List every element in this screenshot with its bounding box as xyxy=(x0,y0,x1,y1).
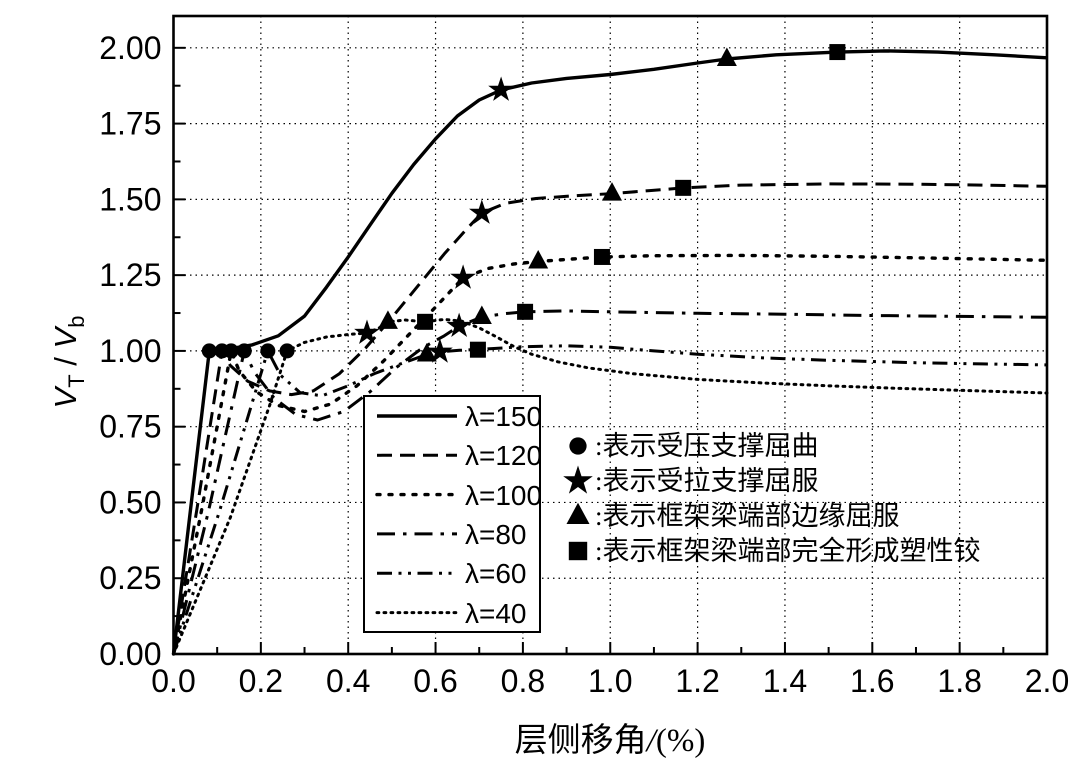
svg-text:VT / Vb: VT / Vb xyxy=(48,316,89,409)
data-marker-triangle xyxy=(377,310,398,329)
data-marker-star xyxy=(354,319,380,344)
data-marker-square xyxy=(675,179,692,196)
data-marker-star xyxy=(563,465,593,494)
data-marker-star xyxy=(427,338,453,363)
data-marker-triangle xyxy=(471,305,492,324)
y-tick-label: 1.75 xyxy=(99,106,161,142)
y-tick-label: 0.75 xyxy=(99,409,161,445)
data-marker-star xyxy=(469,199,495,224)
data-marker-circle xyxy=(279,343,295,359)
data-marker-square xyxy=(469,341,486,358)
marker-legend-label-square: :表示框架梁端部完全形成塑性铰 xyxy=(595,536,981,566)
data-marker-star xyxy=(450,264,476,289)
x-tick-label: 1.0 xyxy=(588,663,632,699)
data-marker-triangle xyxy=(416,343,437,362)
data-marker-circle xyxy=(223,343,239,359)
x-tick-label: 1.8 xyxy=(937,663,981,699)
data-marker-square xyxy=(417,313,434,330)
y-tick-label: 0.50 xyxy=(99,484,161,520)
legend-label-lambda-120: λ=120 xyxy=(465,440,542,471)
y-tick-label: 1.50 xyxy=(99,181,161,217)
series-curve-lambda-80 xyxy=(172,309,1048,655)
data-marker-triangle xyxy=(601,182,622,201)
data-marker-square xyxy=(517,303,534,320)
series-curve-lambda-150 xyxy=(171,49,1048,655)
x-tick-label: 1.2 xyxy=(675,663,719,699)
series-curve-lambda-100 xyxy=(171,253,1049,656)
data-marker-square xyxy=(568,541,588,561)
y-tick-label: 1.00 xyxy=(99,333,161,369)
x-tick-label: 0.0 xyxy=(151,663,195,699)
x-tick-label: 0.2 xyxy=(239,663,283,699)
y-axis-title: VT / Vb xyxy=(48,316,89,409)
legend-label-lambda-80: λ=80 xyxy=(465,519,527,550)
legend-box xyxy=(363,395,541,633)
x-axis-title: 层侧移角/(%) xyxy=(515,722,706,759)
y-tick-label: 1.25 xyxy=(99,257,161,293)
plot-area-frame xyxy=(172,14,1049,656)
legend-label-lambda-100: λ=100 xyxy=(465,480,542,511)
y-tick-label: 0.25 xyxy=(99,560,161,596)
series-curve-lambda-40 xyxy=(172,317,1049,656)
data-marker-square xyxy=(829,44,846,61)
data-marker-circle xyxy=(569,437,587,455)
axes-layer: 0.0 0.2 0.4 0.6 0.8 1.0 1.2 1.4 1.6 1.8 2.0 0.00 0.2… xyxy=(99,30,1069,699)
series-curve-lambda-60 xyxy=(172,344,1048,655)
marker-legend-glyphs xyxy=(563,437,593,561)
data-marker-circle xyxy=(201,343,217,359)
data-marker-triangle xyxy=(716,47,737,67)
marker-legend-label-triangle: :表示框架梁端部边缘屈服 xyxy=(595,501,900,531)
legend-label-lambda-60: λ=60 xyxy=(465,558,527,589)
data-marker-square xyxy=(593,248,610,265)
marker-legend-label-star: :表示受拉支撑屈服 xyxy=(595,466,819,496)
x-tick-label: 0.8 xyxy=(501,663,545,699)
data-marker-star xyxy=(488,76,514,101)
data-marker-circle xyxy=(236,343,252,359)
series-layer xyxy=(171,44,1049,656)
legend-label-lambda-150: λ=150 xyxy=(465,401,542,432)
data-marker-triangle xyxy=(528,250,549,269)
marker-legend-label-circle: :表示受压支撑屈曲 xyxy=(595,431,819,461)
data-marker-triangle xyxy=(566,502,590,525)
legend-label-lambda-40: λ=40 xyxy=(465,598,527,629)
x-tick-label: 1.4 xyxy=(763,663,807,699)
data-marker-circle xyxy=(260,343,276,359)
x-tick-label: 1.6 xyxy=(850,663,894,699)
legend-line-samples xyxy=(375,414,459,615)
x-tick-label: 0.4 xyxy=(326,663,370,699)
series-curve-lambda-120 xyxy=(172,182,1048,655)
y-tick-label: 2.00 xyxy=(99,30,161,66)
x-tick-label: 0.6 xyxy=(413,663,457,699)
y-tick-label: 0.00 xyxy=(99,636,161,672)
x-tick-label: 2.0 xyxy=(1025,663,1069,699)
data-marker-star xyxy=(446,312,472,337)
marker-legend: :表示受压支撑屈曲 :表示受拉支撑屈服 :表示框架梁端部边缘屈服 :表示框架梁端… xyxy=(563,431,981,566)
legend: λ=150 λ=120 λ=100 λ=80 λ=60 λ=40 xyxy=(363,395,542,633)
